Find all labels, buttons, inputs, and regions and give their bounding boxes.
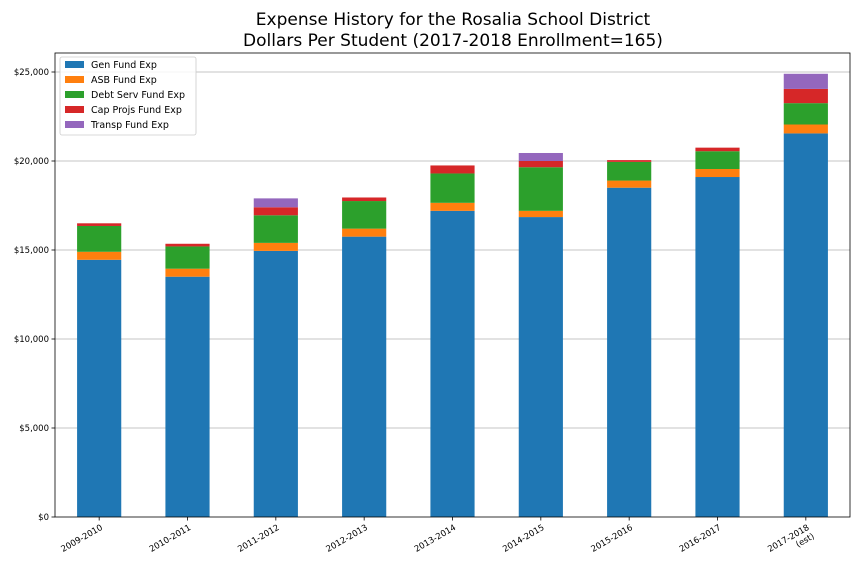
x-tick-label-line: 2013-2014 bbox=[413, 523, 458, 555]
legend-label: Transp Fund Exp bbox=[90, 120, 169, 131]
x-tick-label-line: 2009-2010 bbox=[60, 523, 105, 555]
bar-segment bbox=[253, 250, 298, 517]
y-tick-label: $10,000 bbox=[14, 335, 49, 345]
bar-segment bbox=[77, 251, 122, 260]
bar-segment bbox=[783, 133, 828, 517]
bar-segment bbox=[165, 276, 210, 517]
bar-segment bbox=[607, 160, 652, 162]
bar-segment bbox=[518, 152, 563, 161]
bar-segment bbox=[253, 215, 298, 243]
bar-segment bbox=[77, 223, 122, 226]
x-tick-label-line: 2011-2012 bbox=[236, 523, 281, 555]
bar-segment bbox=[342, 197, 387, 202]
legend-swatch bbox=[65, 61, 84, 68]
bar-segment bbox=[430, 202, 475, 211]
x-tick-label: 2016-2017 bbox=[678, 523, 723, 555]
x-tick-label: 2009-2010 bbox=[60, 523, 105, 555]
bar-segment bbox=[607, 161, 652, 181]
legend-box bbox=[59, 56, 197, 136]
bar-segment bbox=[342, 228, 387, 237]
legend: Gen Fund Exp ASB Fund Exp Debt Serv Fund E… bbox=[59, 56, 197, 136]
bar-segment bbox=[518, 161, 563, 168]
bar-segment bbox=[430, 173, 475, 203]
bar-segment bbox=[783, 124, 828, 134]
bar-segment bbox=[518, 210, 563, 218]
bar-segment bbox=[695, 151, 740, 170]
bar-segment bbox=[342, 201, 387, 229]
bar-segment bbox=[695, 147, 740, 152]
bar-segment bbox=[77, 225, 122, 252]
bar-segment bbox=[165, 243, 210, 247]
x-tick-label: 2011-2012 bbox=[236, 523, 281, 555]
bar-segment bbox=[783, 103, 828, 125]
bar-segment bbox=[695, 169, 740, 178]
x-tick-label: 2013-2014 bbox=[413, 523, 458, 555]
x-tick-label-line: 2014-2015 bbox=[501, 523, 546, 555]
bar-segment bbox=[430, 165, 475, 174]
y-tick-label: $25,000 bbox=[14, 68, 49, 78]
x-axis: 2009-2010 2010-2011 2011-2012 2012-2013 2013… bbox=[60, 517, 816, 555]
bar-segment bbox=[607, 187, 652, 517]
bar-series bbox=[77, 73, 828, 517]
bar-segment bbox=[518, 167, 563, 211]
bar-segment bbox=[342, 236, 387, 517]
x-tick-label-line: 2012-2013 bbox=[325, 523, 370, 555]
bar-segment bbox=[607, 180, 652, 188]
bar-segment bbox=[165, 246, 210, 269]
x-tick-label-line: 2016-2017 bbox=[678, 523, 723, 555]
bar-segment bbox=[165, 268, 210, 277]
chart-title: Expense History for the Rosalia School D… bbox=[243, 10, 663, 51]
legend-label: Debt Serv Fund Exp bbox=[91, 90, 185, 101]
title-line-2: Dollars Per Student (2017-2018 Enrollmen… bbox=[243, 31, 663, 51]
bar-segment bbox=[695, 177, 740, 517]
y-tick-label: $15,000 bbox=[14, 246, 49, 256]
legend-label: ASB Fund Exp bbox=[91, 75, 157, 86]
bar-segment bbox=[253, 198, 298, 208]
y-tick-label: $5,000 bbox=[19, 424, 49, 434]
bar-segment bbox=[253, 207, 298, 216]
x-tick-label: 2015-2016 bbox=[590, 523, 635, 555]
x-tick-label-line: 2015-2016 bbox=[590, 523, 635, 555]
legend-label: Cap Projs Fund Exp bbox=[91, 105, 182, 116]
title-line-1: Expense History for the Rosalia School D… bbox=[256, 10, 651, 30]
x-tick-label: 2017-2018(est) bbox=[766, 523, 816, 555]
legend-label: Gen Fund Exp bbox=[91, 60, 157, 71]
legend-swatch bbox=[65, 106, 84, 113]
legend-swatch bbox=[65, 76, 84, 83]
y-tick-label: $0 bbox=[38, 513, 49, 523]
x-tick-label: 2012-2013 bbox=[325, 523, 370, 555]
bar-segment bbox=[518, 217, 563, 517]
x-tick-label: 2014-2015 bbox=[501, 523, 546, 555]
bar-segment bbox=[430, 210, 475, 517]
bar-segment bbox=[77, 259, 122, 517]
y-axis: $0 $5,000 $10,000 $15,000 $20,000 $25,000 bbox=[14, 68, 55, 523]
y-tick-label: $20,000 bbox=[14, 157, 49, 167]
legend-swatch bbox=[65, 121, 84, 128]
bar-segment bbox=[253, 242, 298, 251]
bar-segment bbox=[783, 88, 828, 104]
legend-swatch bbox=[65, 91, 84, 98]
bar-segment bbox=[783, 73, 828, 89]
x-tick-label: 2010-2011 bbox=[148, 523, 193, 555]
x-tick-label-line: 2010-2011 bbox=[148, 523, 193, 555]
